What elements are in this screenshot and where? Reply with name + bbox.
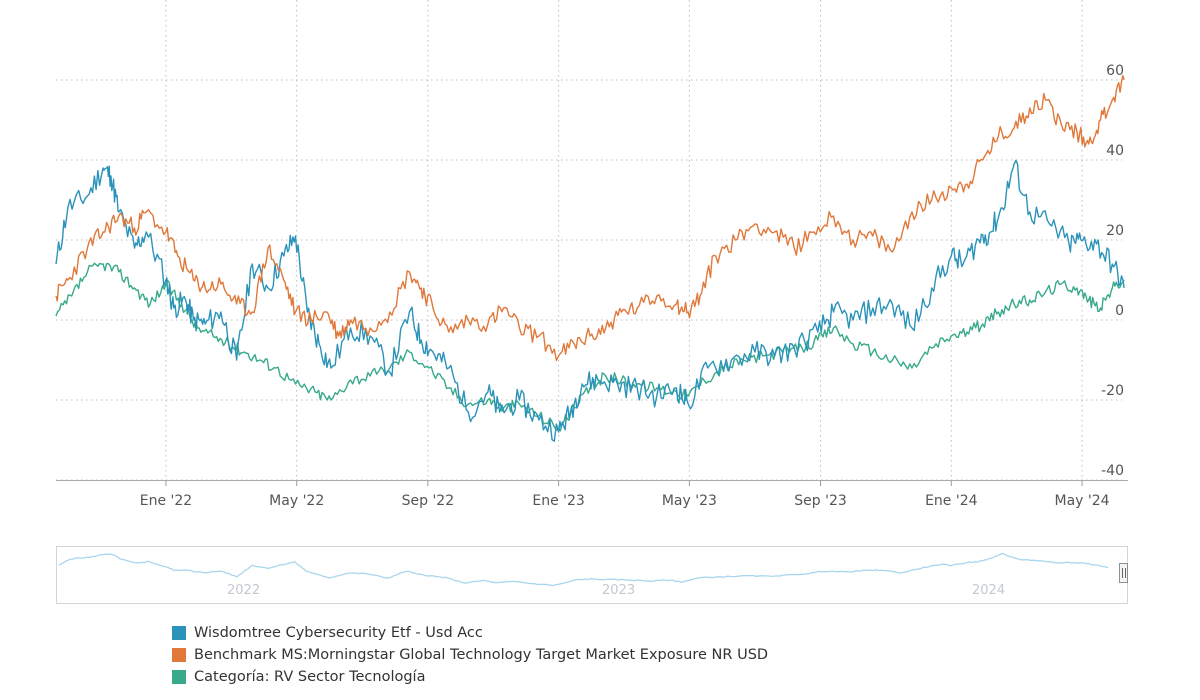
x-axis: Ene '22 May '22 Sep '22 Ene '23 May '23 Sep '… xyxy=(56,480,1128,509)
series-line-benchmark[interactable] xyxy=(55,74,1125,362)
legend-swatch-fund xyxy=(172,626,186,640)
navigator-year-label: 2024 xyxy=(972,583,1006,598)
series-benchmark xyxy=(55,74,1125,362)
legend-swatch-category xyxy=(172,670,186,684)
x-tick-label: May '22 xyxy=(269,493,324,509)
y-tick-label: -20 xyxy=(1101,383,1124,399)
x-tick-label: Sep '22 xyxy=(402,493,455,509)
x-tick-label: May '24 xyxy=(1055,493,1110,509)
x-tick-label: Ene '22 xyxy=(140,493,192,509)
x-tick-label: May '23 xyxy=(662,493,717,509)
legend: Wisdomtree Cybersecurity Etf - Usd Acc B… xyxy=(172,622,768,688)
navigator-year-label: 2022 xyxy=(227,583,261,598)
navigator-year-label: 2023 xyxy=(602,583,636,598)
series-line-fund[interactable] xyxy=(55,159,1125,442)
legend-label: Categoría: RV Sector Tecnología xyxy=(194,669,426,685)
legend-item-category[interactable]: Categoría: RV Sector Tecnología xyxy=(172,666,768,688)
navigator-series xyxy=(58,552,1109,587)
legend-item-fund[interactable]: Wisdomtree Cybersecurity Etf - Usd Acc xyxy=(172,622,768,644)
range-navigator[interactable]: 2022 2023 2024 xyxy=(56,546,1128,604)
y-axis: 60 40 20 0 -20 -40 xyxy=(1101,63,1124,479)
x-tick-label: Ene '24 xyxy=(925,493,978,509)
x-tick-label: Ene '23 xyxy=(532,493,584,509)
y-tick-label: 0 xyxy=(1115,303,1124,319)
legend-label: Wisdomtree Cybersecurity Etf - Usd Acc xyxy=(194,625,483,641)
legend-swatch-benchmark xyxy=(172,648,186,662)
legend-label: Benchmark MS:Morningstar Global Technolo… xyxy=(194,647,769,663)
series-layer xyxy=(55,74,1125,442)
y-tick-label: 60 xyxy=(1106,63,1124,79)
series-category xyxy=(55,262,1125,432)
x-tick-label: Sep '23 xyxy=(794,493,847,509)
navigator-handle[interactable] xyxy=(1119,563,1128,583)
series-line-category[interactable] xyxy=(55,262,1125,432)
grid xyxy=(56,0,1122,481)
y-tick-label: -40 xyxy=(1101,463,1124,479)
navigator-line xyxy=(58,552,1109,587)
series-fund xyxy=(55,159,1125,442)
y-tick-label: 40 xyxy=(1106,143,1124,159)
y-tick-label: 20 xyxy=(1106,223,1124,239)
legend-item-benchmark[interactable]: Benchmark MS:Morningstar Global Technolo… xyxy=(172,644,768,666)
